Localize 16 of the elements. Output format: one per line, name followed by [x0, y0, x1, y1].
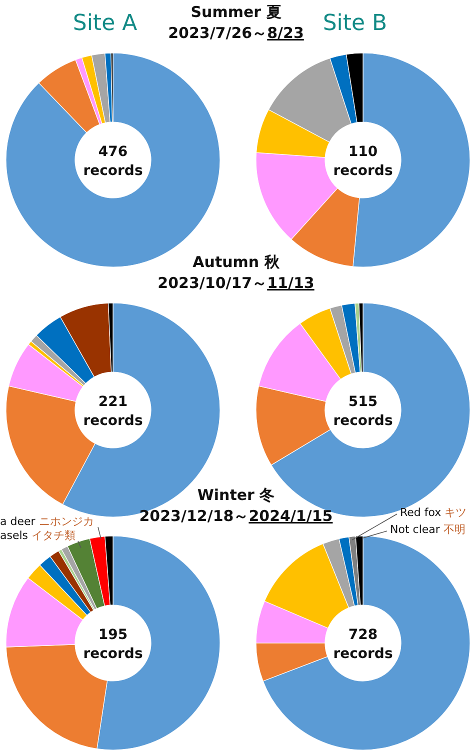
text: Red fox キツ	[400, 506, 467, 519]
text: Not clear 不明	[390, 523, 466, 536]
text: asels イタチ類	[0, 529, 76, 542]
text: 221 records	[83, 394, 143, 429]
donut-slice	[38, 59, 100, 133]
text: 476 records	[83, 144, 143, 179]
text: a deer ニホンジカ	[0, 515, 94, 528]
chart-title: Site B	[322, 11, 388, 36]
chart-title: Site A	[72, 11, 138, 36]
chart-subtitle: Summer 夏 2023/7/26～8/23	[168, 3, 304, 42]
chart-subtitle: Winter 冬 2023/12/18～2024/1/15	[139, 486, 333, 525]
text: 110 records	[333, 144, 393, 179]
text: 728 records	[333, 627, 393, 662]
text: 515 records	[333, 394, 393, 429]
text: 195 records	[83, 627, 143, 662]
chart-subtitle: Autumn 秋 2023/10/17～11/13	[158, 253, 314, 292]
